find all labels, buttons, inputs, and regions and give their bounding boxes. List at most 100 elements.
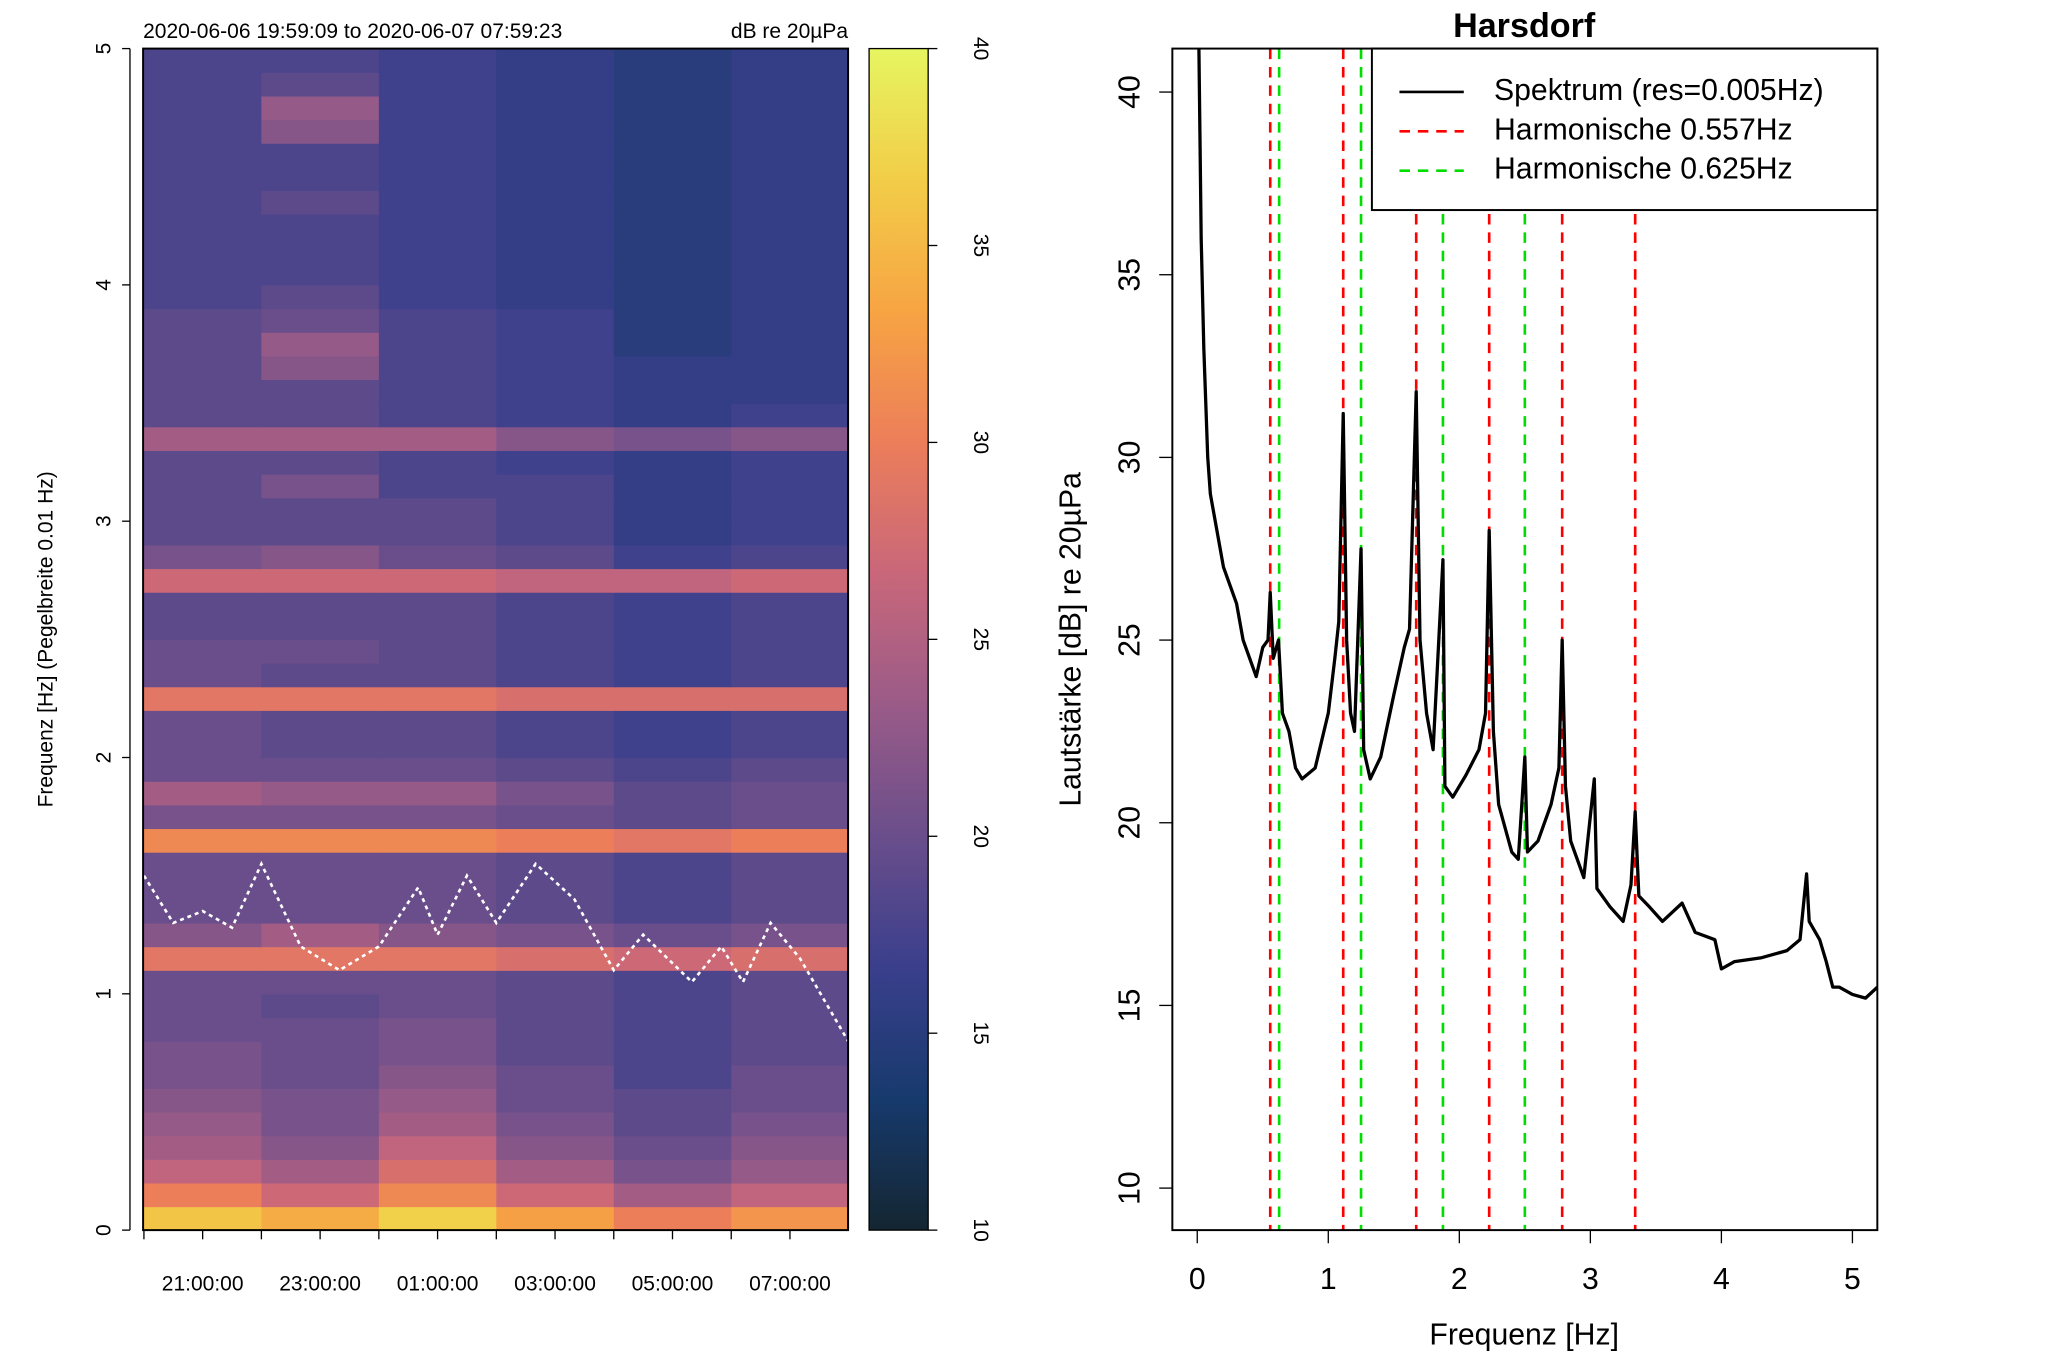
heat-cell: [613, 473, 732, 499]
heat-cell: [613, 72, 732, 97]
heat-cell: [731, 781, 849, 806]
heat-cell: [731, 473, 849, 499]
heat-cell: [378, 1041, 497, 1066]
heat-cell: [731, 1064, 849, 1089]
heat-cell: [143, 970, 263, 995]
heat-cell: [378, 521, 497, 546]
heat-cell: [496, 473, 615, 499]
heat-cell: [731, 639, 849, 664]
x-tick-label: 01:00:00: [397, 1273, 479, 1296]
heat-cell: [378, 804, 497, 830]
heat-cell: [731, 1111, 849, 1137]
heat-cell: [613, 190, 732, 215]
heat-cell: [731, 568, 849, 593]
heat-cell: [496, 190, 615, 215]
heat-cell: [496, 993, 615, 1019]
heat-cell: [378, 1088, 497, 1113]
heat-cell: [613, 946, 732, 971]
heat-cell: [496, 804, 615, 830]
heat-cell: [261, 946, 380, 971]
heat-cell: [731, 899, 849, 924]
heat-cell: [143, 946, 263, 971]
heat-cell: [496, 922, 615, 948]
heat-cell: [143, 379, 263, 404]
heat-cell: [261, 568, 380, 593]
heat-cell: [261, 804, 380, 830]
heat-cell: [613, 804, 732, 830]
heat-cell: [496, 379, 615, 404]
heat-cell: [261, 237, 380, 262]
heat-cell: [378, 190, 497, 215]
heat-cell: [613, 261, 732, 286]
heat-cell: [731, 261, 849, 286]
heat-cell: [378, 639, 497, 664]
heat-cell: [613, 426, 732, 451]
heat-cell: [496, 1111, 615, 1137]
heat-cell: [378, 284, 497, 310]
heat-cell: [143, 1064, 263, 1089]
heat-cell: [143, 355, 263, 381]
heat-cell: [496, 1206, 615, 1231]
heat-cell: [143, 1159, 263, 1184]
heat-cell: [261, 332, 380, 357]
heat-cell: [143, 1041, 263, 1066]
heat-cell: [143, 1017, 263, 1042]
x-tick-label: 2: [1451, 1263, 1468, 1296]
heat-cell: [143, 48, 263, 73]
heat-cell: [496, 970, 615, 995]
x-tick-label: 07:00:00: [749, 1273, 831, 1296]
x-tick-label: 03:00:00: [514, 1273, 596, 1296]
heat-cell: [261, 662, 380, 688]
heat-cell: [143, 852, 263, 877]
y-tick-label: 20: [1114, 806, 1147, 840]
y-tick-label: 15: [1114, 989, 1147, 1023]
heat-cell: [731, 686, 849, 711]
heat-cell: [731, 143, 849, 168]
heat-cell: [378, 875, 497, 900]
heat-cell: [143, 1206, 263, 1231]
heat-cell: [261, 497, 380, 522]
heat-cell: [731, 119, 849, 144]
y-tick-label: 3: [93, 515, 116, 527]
heat-cell: [731, 1017, 849, 1042]
heat-cell: [143, 95, 263, 121]
heat-cell: [731, 166, 849, 192]
heat-cell: [496, 710, 615, 735]
heat-cell: [143, 213, 263, 239]
heat-cell: [496, 781, 615, 806]
heat-cell: [613, 213, 732, 239]
heat-cell: [143, 828, 263, 853]
x-tick-label: 05:00:00: [632, 1273, 714, 1296]
heat-cell: [378, 48, 497, 73]
heat-cell: [378, 473, 497, 499]
heat-cell: [496, 686, 615, 711]
heat-cell: [378, 355, 497, 381]
y-tick-label: 0: [93, 1224, 116, 1236]
heat-cell: [731, 332, 849, 357]
overlay-line: [143, 860, 849, 1042]
colorbar-tick-label: 35: [969, 234, 992, 257]
heat-cell: [143, 686, 263, 711]
heat-cell: [378, 450, 497, 475]
heat-cell: [613, 733, 732, 759]
heat-cell: [731, 733, 849, 759]
heat-cell: [613, 686, 732, 711]
heat-cell: [378, 213, 497, 239]
heat-cell: [496, 1064, 615, 1089]
spectrogram: [143, 48, 849, 1231]
heat-cell: [731, 828, 849, 853]
heat-cell: [496, 284, 615, 310]
heat-cell: [143, 733, 263, 759]
heat-cell: [378, 970, 497, 995]
heat-cell: [378, 686, 497, 711]
heat-cell: [731, 497, 849, 522]
heat-cell: [261, 1088, 380, 1113]
heat-cell: [143, 875, 263, 900]
heat-cell: [496, 1135, 615, 1160]
heat-cell: [613, 1206, 732, 1231]
heat-cell: [378, 497, 497, 522]
heat-cell: [261, 284, 380, 310]
heat-cell: [731, 426, 849, 451]
heat-cell: [143, 521, 263, 546]
heat-cell: [378, 544, 497, 570]
